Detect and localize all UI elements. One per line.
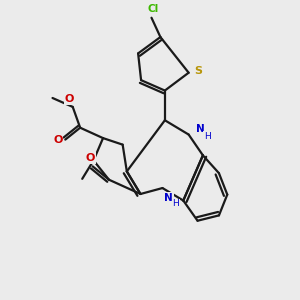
Text: H: H <box>204 131 210 140</box>
Text: Cl: Cl <box>147 4 159 14</box>
Text: H: H <box>172 199 179 208</box>
Text: O: O <box>64 94 74 104</box>
Text: S: S <box>194 66 202 76</box>
Text: O: O <box>85 153 95 163</box>
Text: O: O <box>53 135 62 145</box>
Text: N: N <box>164 193 173 202</box>
Text: N: N <box>196 124 204 134</box>
